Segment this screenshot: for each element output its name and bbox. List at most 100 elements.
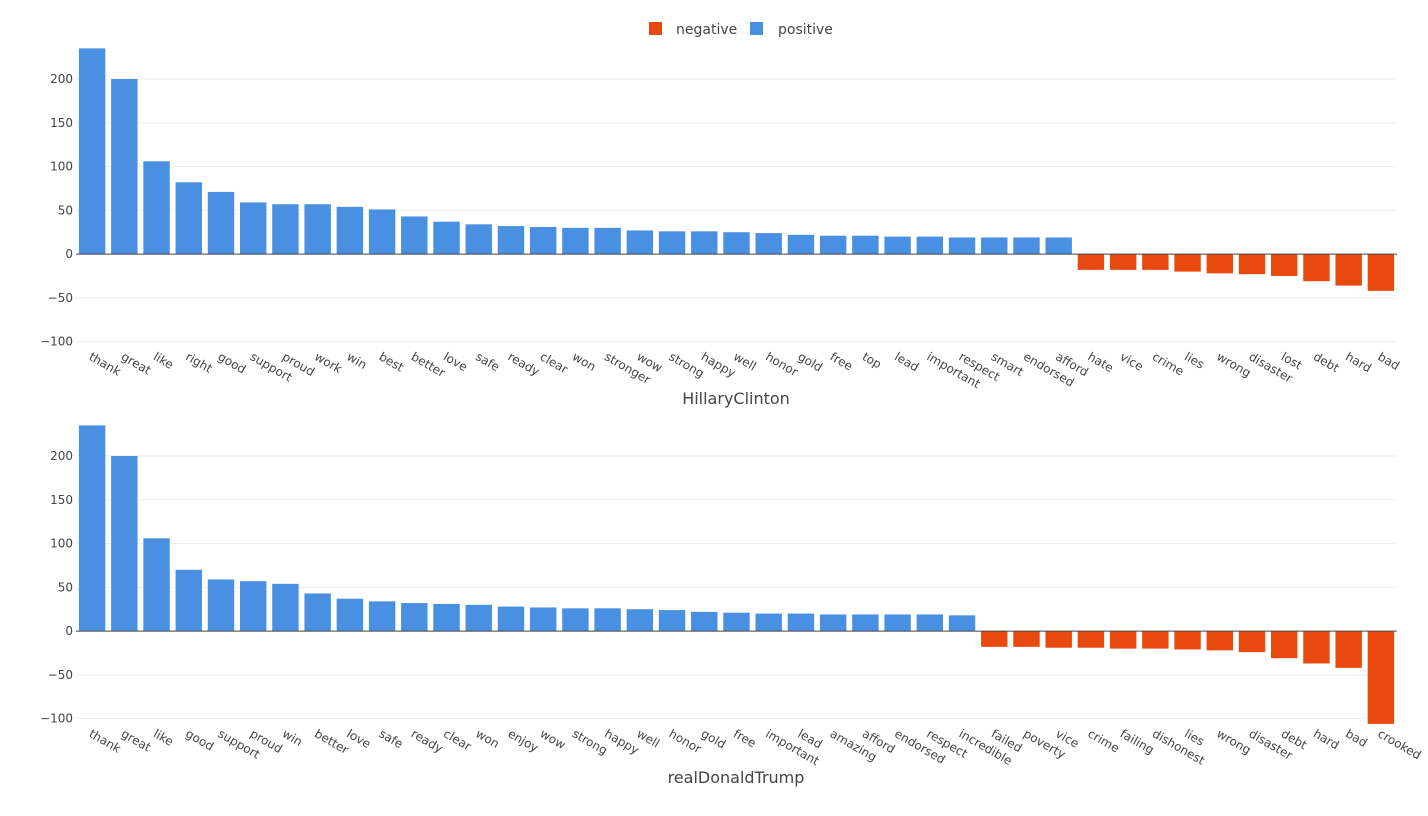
x-tick-label: gold — [699, 726, 728, 751]
x-tick-label: hard — [1311, 726, 1342, 752]
bar-free[interactable] — [819, 235, 847, 255]
bar-wrong[interactable] — [1206, 254, 1233, 274]
bar-afford[interactable] — [1045, 237, 1072, 255]
bar-poverty[interactable] — [1013, 631, 1040, 647]
y-tick-label: 150 — [50, 493, 73, 507]
bar-safe[interactable] — [368, 601, 396, 632]
bar-failed[interactable] — [981, 631, 1008, 647]
bar-stronger[interactable] — [594, 227, 621, 255]
bar-proud[interactable] — [272, 204, 299, 255]
bar-proud[interactable] — [240, 581, 267, 632]
bar-honor[interactable] — [755, 233, 782, 255]
bar-strong[interactable] — [562, 608, 589, 632]
bar-well[interactable] — [723, 232, 750, 255]
bar-ready[interactable] — [401, 603, 428, 632]
bar-great[interactable] — [111, 456, 138, 632]
bar-clear[interactable] — [529, 226, 557, 255]
bar-support[interactable] — [207, 579, 235, 632]
bar-thank[interactable] — [78, 48, 106, 255]
bar-good[interactable] — [175, 569, 202, 632]
bar-wow[interactable] — [626, 230, 654, 255]
bar-lead[interactable] — [787, 613, 815, 632]
legend[interactable]: negative positive — [649, 22, 833, 38]
bar-dishonest[interactable] — [1142, 631, 1169, 649]
bar-won[interactable] — [465, 604, 492, 632]
bar-like[interactable] — [143, 161, 170, 255]
bar-strong[interactable] — [658, 231, 686, 255]
bar-smart[interactable] — [981, 237, 1008, 255]
x-tick-label: debt — [1311, 349, 1342, 375]
bar-important[interactable] — [755, 613, 782, 632]
bar-good[interactable] — [207, 191, 235, 255]
bar-vice[interactable] — [1109, 254, 1137, 270]
x-tick-label: gold — [795, 349, 824, 374]
bar-win[interactable] — [272, 583, 299, 632]
legend-swatch-positive — [750, 22, 763, 35]
bar-endorsed[interactable] — [884, 614, 911, 632]
y-tick-label: 50 — [58, 580, 73, 594]
bar-failing[interactable] — [1109, 631, 1137, 649]
bar-top[interactable] — [852, 235, 879, 255]
bar-love[interactable] — [336, 598, 364, 632]
bar-respect[interactable] — [948, 237, 976, 255]
bar-better[interactable] — [401, 216, 428, 255]
bar-crime[interactable] — [1077, 631, 1105, 648]
bar-free[interactable] — [723, 612, 750, 632]
bar-work[interactable] — [304, 204, 331, 255]
bar-bad[interactable] — [1367, 254, 1395, 291]
bar-win[interactable] — [336, 206, 364, 255]
bar-right[interactable] — [175, 182, 202, 255]
bar-hate[interactable] — [1077, 254, 1105, 270]
bar-clear[interactable] — [433, 603, 460, 632]
bar-endorsed[interactable] — [1013, 237, 1040, 255]
x-tick-label: better — [312, 726, 351, 757]
panel-title: realDonaldTrump — [668, 768, 805, 787]
bar-lost[interactable] — [1271, 254, 1298, 276]
bar-afford[interactable] — [852, 614, 879, 632]
bar-important[interactable] — [916, 236, 944, 255]
bar-disaster[interactable] — [1238, 254, 1266, 275]
x-tick-label: better — [409, 349, 448, 380]
bar-wow[interactable] — [529, 607, 557, 632]
bar-best[interactable] — [368, 209, 396, 255]
x-tick-label: thank — [87, 349, 124, 378]
bar-hard[interactable] — [1335, 254, 1362, 286]
bar-debt[interactable] — [1271, 631, 1298, 659]
bar-crooked[interactable] — [1367, 631, 1395, 724]
x-tick-label: failing — [1118, 726, 1157, 757]
bar-ready[interactable] — [497, 226, 525, 255]
bar-thank[interactable] — [78, 425, 106, 632]
bar-gold[interactable] — [787, 234, 815, 255]
x-tick-label: win — [344, 349, 369, 372]
bar-respect[interactable] — [916, 614, 944, 632]
bar-support[interactable] — [240, 202, 267, 255]
bar-debt[interactable] — [1303, 254, 1330, 282]
bar-hard[interactable] — [1303, 631, 1330, 664]
bar-crime[interactable] — [1142, 254, 1169, 270]
bar-gold[interactable] — [691, 611, 718, 632]
bar-better[interactable] — [304, 593, 331, 632]
bar-amazing[interactable] — [819, 614, 847, 632]
y-tick-label: 0 — [65, 624, 73, 638]
bar-lies[interactable] — [1174, 254, 1201, 272]
bar-love[interactable] — [433, 221, 460, 255]
bar-honor[interactable] — [658, 610, 686, 632]
bar-lies[interactable] — [1174, 631, 1201, 650]
bar-enjoy[interactable] — [497, 606, 525, 632]
bar-like[interactable] — [143, 538, 170, 632]
bar-incredible[interactable] — [948, 615, 976, 632]
bar-wrong[interactable] — [1206, 631, 1233, 651]
x-tick-label: enjoy — [505, 726, 540, 755]
bar-happy[interactable] — [691, 231, 718, 255]
bar-disaster[interactable] — [1238, 631, 1266, 653]
bar-great[interactable] — [111, 79, 138, 255]
bar-vice[interactable] — [1045, 631, 1072, 648]
bar-lead[interactable] — [884, 236, 911, 255]
bar-won[interactable] — [562, 227, 589, 255]
y-tick-label: 50 — [58, 203, 73, 217]
bar-bad[interactable] — [1335, 631, 1362, 668]
bar-safe[interactable] — [465, 224, 492, 255]
bar-well[interactable] — [626, 609, 654, 632]
bar-happy[interactable] — [594, 608, 621, 632]
